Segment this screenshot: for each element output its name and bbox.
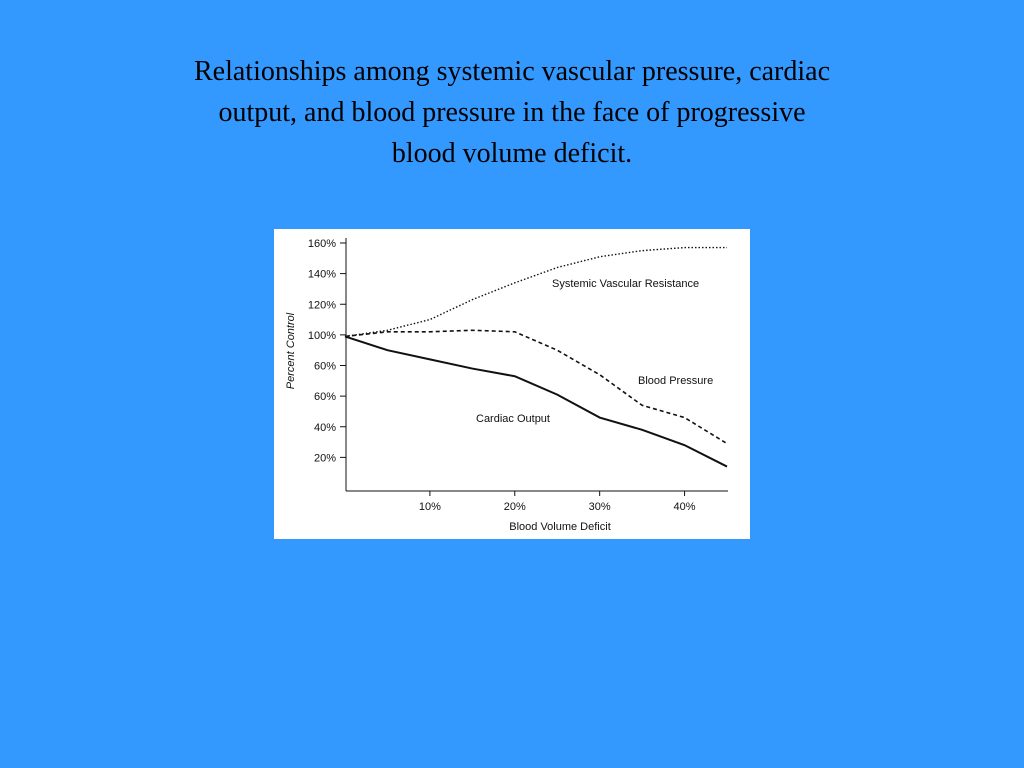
y-tick-label: 20% xyxy=(314,452,336,464)
slide-title-line: blood volume deficit. xyxy=(392,138,632,169)
slide-title-line: output, and blood pressure in the face o… xyxy=(218,97,805,128)
x-tick-label: 10% xyxy=(419,501,441,513)
y-tick-label: 60% xyxy=(314,391,336,403)
x-tick-label: 20% xyxy=(504,501,526,513)
series-label: Blood Pressure xyxy=(638,375,713,387)
y-tick-label: 100% xyxy=(308,330,336,342)
y-tick-label: 160% xyxy=(308,238,336,250)
x-axis-title: Blood Volume Deficit xyxy=(509,521,611,533)
series-label: Systemic Vascular Resistance xyxy=(552,278,699,290)
series-line xyxy=(344,335,728,468)
series-line xyxy=(344,329,728,445)
y-tick-label: 60% xyxy=(314,361,336,373)
plot: 20% 40% 60% 60% 100% 120% 140% 160% 10% 20% 30% 40%… xyxy=(308,238,728,513)
y-tick-label: 120% xyxy=(308,299,336,311)
series-label: Cardiac Output xyxy=(476,413,550,425)
y-axis-title: Percent Control xyxy=(285,312,297,389)
x-tick-label: 40% xyxy=(674,501,696,513)
y-tick-label: 40% xyxy=(314,422,336,434)
x-tick-label: 30% xyxy=(589,501,611,513)
chart-background xyxy=(274,229,750,539)
y-tick-label: 140% xyxy=(308,269,336,281)
slide-title-line: Relationships among systemic vascular pr… xyxy=(194,56,830,87)
